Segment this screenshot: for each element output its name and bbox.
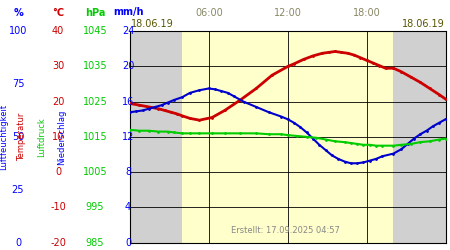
Text: 4: 4	[125, 202, 131, 212]
Text: hPa: hPa	[85, 8, 105, 18]
Text: 100: 100	[9, 26, 27, 36]
Text: 0: 0	[125, 238, 131, 248]
Text: °C: °C	[52, 8, 64, 18]
Text: 06:00: 06:00	[195, 8, 223, 18]
Text: 12:00: 12:00	[274, 8, 302, 18]
Text: -10: -10	[50, 202, 66, 212]
Text: Temperatur: Temperatur	[17, 113, 26, 161]
Text: 16: 16	[122, 97, 134, 107]
Text: mm/h: mm/h	[113, 8, 143, 18]
Text: 18:00: 18:00	[353, 8, 381, 18]
Bar	[182, 31, 393, 242]
Text: 0: 0	[15, 238, 21, 248]
Text: 12: 12	[122, 132, 134, 142]
Text: 8: 8	[125, 167, 131, 177]
Text: 20: 20	[52, 97, 64, 107]
Text: Luftfeuchtigkeit: Luftfeuchtigkeit	[0, 104, 8, 170]
Text: 24: 24	[122, 26, 134, 36]
Text: 30: 30	[52, 62, 64, 72]
Text: 1005: 1005	[83, 167, 107, 177]
Text: Erstellt: 17.09.2025 04:57: Erstellt: 17.09.2025 04:57	[231, 226, 340, 235]
Text: 50: 50	[12, 132, 24, 142]
Text: 25: 25	[12, 185, 24, 195]
Text: 18.06.19: 18.06.19	[131, 19, 174, 29]
Text: Niederschlag: Niederschlag	[58, 109, 67, 164]
Text: Luftdruck: Luftdruck	[37, 117, 46, 157]
Text: 1035: 1035	[83, 62, 107, 72]
Text: 20: 20	[122, 62, 134, 72]
Text: 0: 0	[55, 167, 61, 177]
Text: 10: 10	[52, 132, 64, 142]
Text: %: %	[13, 8, 23, 18]
Text: 75: 75	[12, 79, 24, 89]
Text: 40: 40	[52, 26, 64, 36]
Text: -20: -20	[50, 238, 66, 248]
Text: 995: 995	[86, 202, 104, 212]
Text: 18.06.19: 18.06.19	[402, 19, 445, 29]
Text: 1015: 1015	[83, 132, 107, 142]
Text: 985: 985	[86, 238, 104, 248]
Text: 1045: 1045	[83, 26, 107, 36]
Text: 1025: 1025	[83, 97, 108, 107]
